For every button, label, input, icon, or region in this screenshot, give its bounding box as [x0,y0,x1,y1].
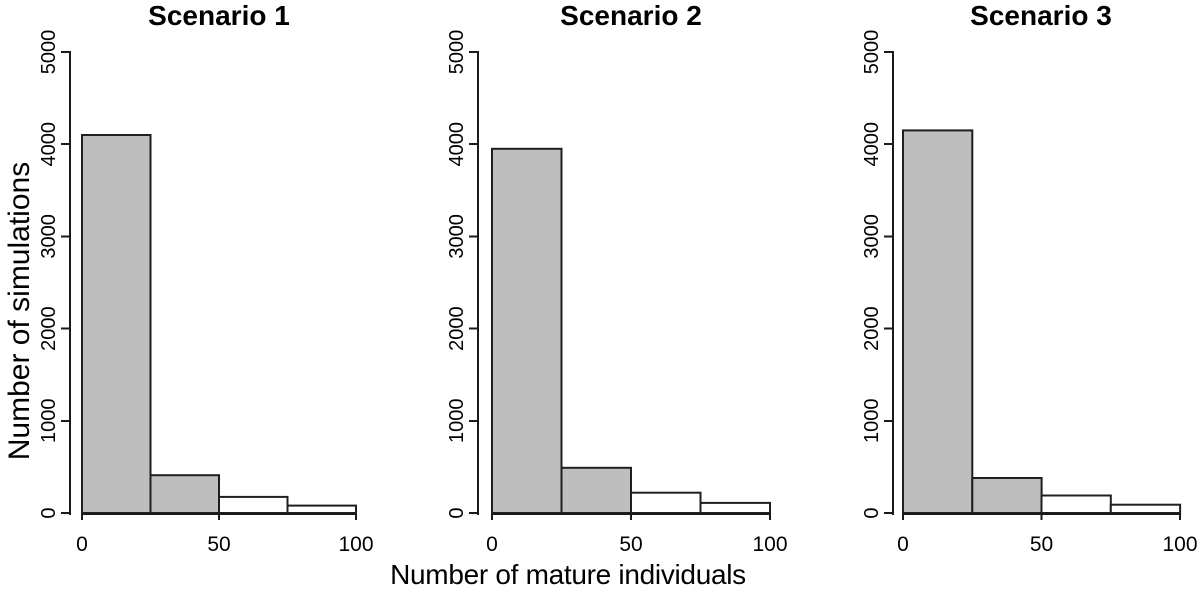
hist-bar [699,501,771,514]
y-tick-label: 4000 [446,122,468,167]
hist-bar [81,134,152,514]
x-tick-label: 100 [752,533,787,556]
y-tick-label: 1000 [446,399,468,444]
x-tick-label: 100 [1162,533,1197,556]
x-tick-label: 100 [338,533,373,556]
y-tick-label: 5000 [861,30,883,75]
y-tick-label: 2000 [38,306,60,351]
hist-bar [491,147,563,515]
x-tick-label: 50 [1030,533,1053,556]
x-tick-label: 0 [486,533,498,556]
x-tick-label: 50 [619,533,642,556]
x-axis-label: Number of mature individuals [390,559,746,590]
hist-bar [1109,503,1182,515]
y-tick-label: 0 [38,507,60,518]
x-tick-label: 0 [897,533,909,556]
y-tick-label: 0 [861,507,883,518]
y-axis-label: Number of simulations [3,161,36,461]
panel-3-title: Scenario 3 [970,0,1112,31]
y-tick-label: 1000 [38,399,60,444]
hist-bar [902,129,974,514]
panel-2-title: Scenario 2 [560,0,702,31]
y-tick-label: 0 [446,507,468,518]
hist-bar [630,491,702,515]
y-tick-label: 3000 [38,214,60,259]
y-tick-label: 3000 [861,214,883,259]
hist-bar [971,477,1043,514]
hist-bar [1040,494,1112,514]
hist-bar [560,466,632,514]
x-tick-label: 0 [76,533,88,556]
y-tick-label: 2000 [446,306,468,351]
hist-bar [149,474,220,515]
y-tick-label: 4000 [861,122,883,167]
y-tick-label: 5000 [446,30,468,75]
x-tick-label: 50 [207,533,230,556]
panel-1-title: Scenario 1 [148,0,290,31]
y-tick-label: 3000 [446,214,468,259]
y-tick-label: 5000 [38,30,60,75]
y-tick-label: 2000 [861,306,883,351]
y-tick-label: 4000 [38,122,60,167]
hist-bar [286,504,357,515]
hist-bar [218,495,289,514]
y-tick-label: 1000 [861,399,883,444]
